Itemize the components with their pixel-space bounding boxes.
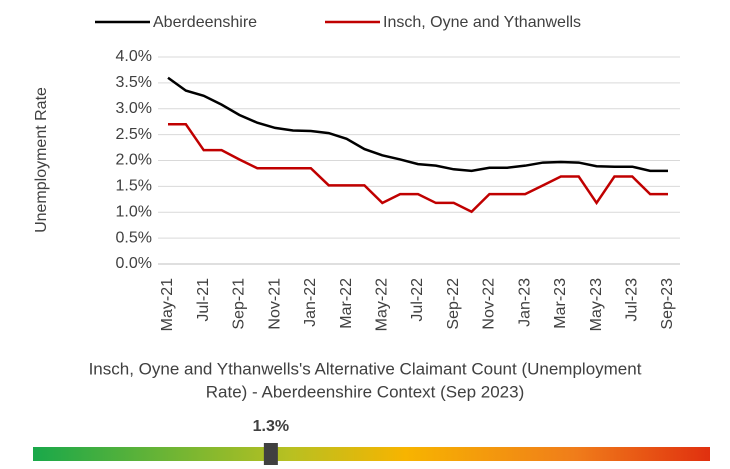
x-tick-label: Sep-22: [445, 278, 462, 330]
x-tick-label: Mar-23: [552, 278, 569, 329]
y-tick-label: 3.5%: [116, 74, 152, 91]
y-tick-label: 2.5%: [116, 126, 152, 143]
y-tick-label: 3.0%: [116, 100, 152, 117]
line-series: [168, 123, 668, 214]
gauge-title: Insch, Oyne and Ythanwells's Alternative…: [89, 359, 642, 378]
x-tick-label: Jan-22: [302, 278, 319, 327]
y-tick-label: 1.5%: [116, 178, 152, 195]
legend-label: Aberdeenshire: [153, 14, 257, 31]
x-tick-label: Nov-21: [266, 278, 283, 330]
line-series: [167, 76, 668, 173]
x-tick-label: May-23: [588, 278, 605, 331]
x-tick-label: Jan-23: [516, 278, 533, 327]
x-tick-label: Sep-21: [231, 278, 248, 330]
x-tick-label: May-22: [374, 278, 391, 331]
y-tick-label: 0.5%: [116, 229, 152, 246]
gauge-bar: [33, 447, 710, 461]
gauge-value-label: 1.3%: [253, 418, 289, 435]
x-tick-label: Jul-22: [409, 278, 426, 322]
y-axis-title: Unemployment Rate: [33, 87, 50, 233]
y-tick-label: 1.0%: [116, 203, 152, 220]
gauge-title: Rate) - Aberdeenshire Context (Sep 2023): [206, 382, 524, 401]
gauge-marker: [263, 443, 278, 465]
x-tick-label: Sep-23: [659, 278, 676, 330]
x-tick-label: Nov-22: [481, 278, 498, 330]
x-tick-label: May-21: [159, 278, 176, 331]
y-tick-label: 0.0%: [116, 255, 152, 272]
x-tick-label: Jul-21: [195, 278, 212, 322]
x-tick-label: Jul-23: [624, 278, 641, 322]
x-tick-label: Mar-22: [338, 278, 355, 329]
y-tick-label: 2.0%: [116, 152, 152, 169]
legend-label: Insch, Oyne and Ythanwells: [383, 14, 581, 31]
y-tick-label: 4.0%: [116, 48, 152, 65]
